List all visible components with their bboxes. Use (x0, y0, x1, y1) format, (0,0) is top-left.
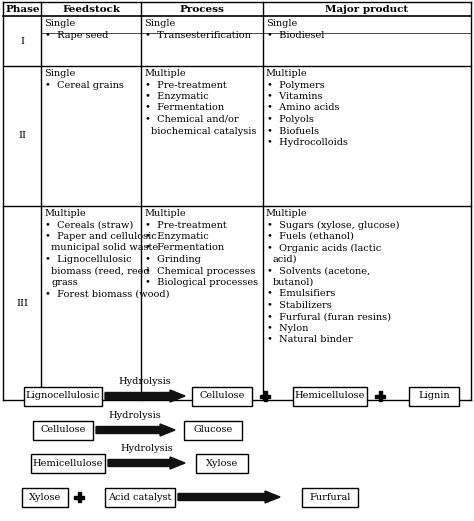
Text: Process: Process (180, 5, 224, 14)
Polygon shape (96, 424, 175, 436)
Bar (379, 391, 382, 401)
Text: Multiple: Multiple (144, 69, 186, 78)
Text: Major product: Major product (325, 5, 409, 14)
Text: •  Grinding: • Grinding (145, 255, 201, 264)
Text: •  Chemical and/or: • Chemical and/or (145, 115, 239, 124)
Text: Xylose: Xylose (206, 458, 238, 467)
Text: •  Lignocellulosic: • Lignocellulosic (46, 255, 132, 264)
Text: •  Fermentation: • Fermentation (145, 104, 224, 113)
Text: Multiple: Multiple (266, 209, 307, 218)
Text: •  Enzymatic: • Enzymatic (145, 232, 209, 241)
Text: Lignin: Lignin (418, 391, 450, 401)
Text: biomass (reed, reed: biomass (reed, reed (51, 267, 150, 276)
Text: Single: Single (144, 19, 175, 28)
Text: I: I (20, 36, 24, 45)
Bar (196, 453, 248, 473)
Text: Multiple: Multiple (45, 209, 86, 218)
Text: •  Pre-treatment: • Pre-treatment (145, 220, 227, 229)
Bar (375, 394, 385, 398)
Text: Xylose: Xylose (29, 492, 61, 502)
Text: •  Polymers: • Polymers (267, 81, 325, 90)
Bar (260, 394, 270, 398)
Text: •  Chemical processes: • Chemical processes (145, 267, 255, 276)
Text: Multiple: Multiple (266, 69, 307, 78)
Text: •  Amino acids: • Amino acids (267, 104, 339, 113)
Text: Lignocellulosic: Lignocellulosic (26, 391, 100, 401)
Text: •  Stabilizers: • Stabilizers (267, 301, 331, 310)
Text: •  Vitamins: • Vitamins (267, 92, 322, 101)
Bar (105, 488, 175, 506)
Bar (22, 488, 68, 506)
Text: municipal solid waste: municipal solid waste (51, 243, 158, 253)
Text: Cellulose: Cellulose (200, 391, 245, 401)
Text: •  Polyols: • Polyols (267, 115, 314, 124)
Text: •  Biofuels: • Biofuels (267, 127, 319, 135)
Text: Multiple: Multiple (144, 209, 186, 218)
Bar (78, 492, 81, 502)
Text: Cellulose: Cellulose (40, 426, 86, 435)
Bar (33, 420, 93, 440)
Bar (293, 387, 367, 405)
Text: grass: grass (51, 278, 78, 287)
Text: •  Solvents (acetone,: • Solvents (acetone, (267, 267, 370, 276)
Text: Furfural: Furfural (310, 492, 351, 502)
Text: •  Biological processes: • Biological processes (145, 278, 258, 287)
Text: •  Natural binder: • Natural binder (267, 336, 352, 344)
Text: •  Fermentation: • Fermentation (145, 243, 224, 253)
Text: •  Cereal grains: • Cereal grains (46, 81, 124, 90)
Bar (74, 495, 84, 499)
Text: Single: Single (45, 19, 76, 28)
Text: •  Cereals (straw): • Cereals (straw) (46, 220, 134, 229)
Text: Glucose: Glucose (193, 426, 233, 435)
Text: •  Rape seed: • Rape seed (46, 31, 109, 40)
Text: Single: Single (45, 69, 76, 78)
Text: acid): acid) (273, 255, 297, 264)
Text: Hydrolysis: Hydrolysis (118, 377, 172, 386)
Text: II: II (18, 131, 26, 141)
Bar (302, 488, 358, 506)
Text: •  Emulsifiers: • Emulsifiers (267, 290, 335, 299)
Text: III: III (16, 299, 28, 307)
Bar (409, 387, 459, 405)
Bar (24, 387, 102, 405)
Polygon shape (105, 390, 185, 402)
Text: •  Fuels (ethanol): • Fuels (ethanol) (267, 232, 354, 241)
Text: •  Hydrocolloids: • Hydrocolloids (267, 138, 348, 147)
Text: •  Nylon: • Nylon (267, 324, 308, 333)
Text: Hemicellulose: Hemicellulose (33, 458, 103, 467)
Bar (31, 453, 105, 473)
Text: Feedstock: Feedstock (62, 5, 120, 14)
Polygon shape (108, 457, 185, 469)
Polygon shape (178, 491, 280, 503)
Bar (264, 391, 266, 401)
Text: •  Pre-treatment: • Pre-treatment (145, 81, 227, 90)
Text: Acid catalyst: Acid catalyst (109, 492, 172, 502)
Text: •  Transesterification: • Transesterification (145, 31, 251, 40)
Text: •  Forest biomass (wood): • Forest biomass (wood) (46, 290, 170, 299)
Bar (192, 387, 252, 405)
Text: Single: Single (266, 19, 297, 28)
Bar (184, 420, 242, 440)
Text: •  Paper and cellulosic: • Paper and cellulosic (46, 232, 157, 241)
Text: •  Sugars (xylose, glucose): • Sugars (xylose, glucose) (267, 220, 399, 230)
Text: •  Enzymatic: • Enzymatic (145, 92, 209, 101)
Text: butanol): butanol) (273, 278, 314, 287)
Text: •  Biodiesel: • Biodiesel (267, 31, 324, 40)
Text: biochemical catalysis: biochemical catalysis (151, 127, 256, 135)
Text: Hemicellulose: Hemicellulose (295, 391, 365, 401)
Text: Hydrolysis: Hydrolysis (121, 444, 173, 453)
Text: Hydrolysis: Hydrolysis (109, 411, 162, 420)
Text: •  Organic acids (lactic: • Organic acids (lactic (267, 243, 381, 253)
Text: •  Furfural (furan resins): • Furfural (furan resins) (267, 313, 391, 321)
Text: Phase: Phase (5, 5, 39, 14)
